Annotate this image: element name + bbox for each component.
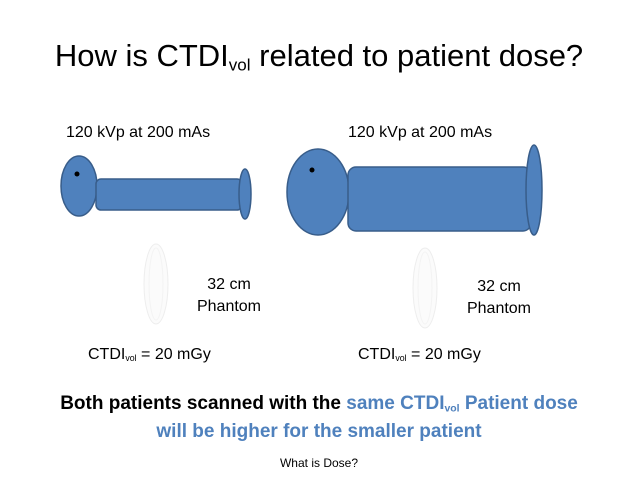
left-phantom-word: Phantom [196, 298, 262, 315]
right-ctdi-value: CTDIvol = 20 mGy [358, 346, 481, 364]
small-patient-body [95, 178, 243, 211]
large-patient-body [347, 166, 532, 232]
small-patient-eye [74, 171, 80, 177]
summary-statement: Both patients scanned with the same CTDI… [0, 390, 638, 446]
left-ctdi-value: CTDIvol = 20 mGy [88, 346, 211, 364]
large-patient-figure [286, 144, 543, 236]
right-phantom-word: Phantom [466, 300, 532, 317]
small-patient-head [60, 155, 98, 217]
right-phantom-size: 32 cm [477, 278, 521, 295]
large-patient-head [286, 148, 350, 236]
large-patient-feet [525, 144, 543, 236]
left-phantom-label: 32 cm Phantom [180, 274, 278, 318]
slide-footer: What is Dose? [279, 456, 359, 470]
small-patient-figure [60, 155, 252, 220]
right-scan-parameters: 120 kVp at 200 mAs [348, 124, 493, 141]
left-scan-parameters: 120 kVp at 200 mAs [66, 124, 211, 141]
right-phantom-label: 32 cm Phantom [450, 276, 548, 320]
left-phantom-size: 32 cm [207, 276, 251, 293]
right-phantom-graphic [412, 247, 438, 329]
left-phantom-graphic [143, 243, 169, 325]
slide-title: How is CTDIvol related to patient dose? [54, 38, 584, 75]
summary-line-2: will be higher for the smaller patient [156, 421, 482, 442]
small-patient-feet [238, 168, 252, 220]
large-patient-eye [309, 167, 315, 173]
